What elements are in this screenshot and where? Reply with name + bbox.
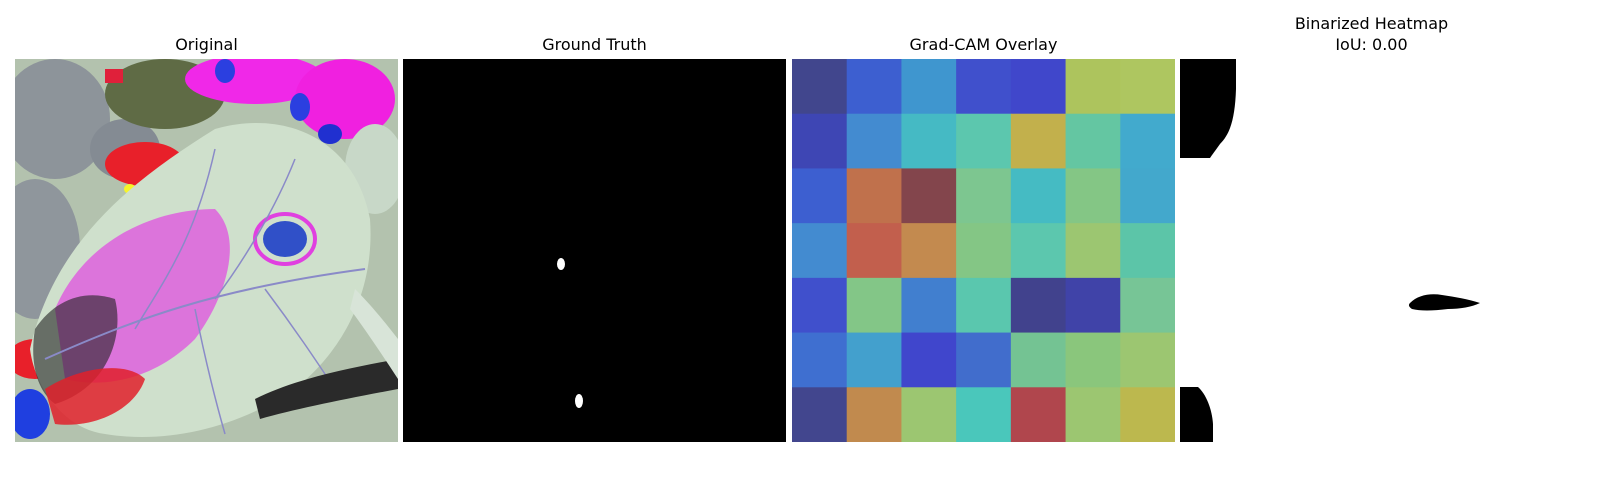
heatmap-cell (901, 113, 957, 170)
heatmap-cell (1065, 168, 1121, 224)
heatmap-cell (1010, 113, 1067, 170)
heatmap-cell (1065, 277, 1121, 334)
original-image (15, 59, 398, 442)
mask-blob (575, 394, 583, 408)
heatmap-cell (956, 59, 1012, 115)
heatmap-cell (1065, 332, 1121, 388)
heatmap-cell (1010, 277, 1067, 334)
gradcam-title: Grad-CAM Overlay (909, 35, 1058, 54)
heatmap-cell (956, 168, 1012, 224)
heatmap-cell (901, 59, 957, 115)
heatmap-cell (901, 332, 957, 388)
heatmap-cell (901, 277, 957, 334)
heatmap-cell (1120, 332, 1175, 388)
heatmap-cell (1120, 387, 1175, 442)
heatmap-cell (792, 387, 848, 442)
heatmap-cell (956, 113, 1012, 170)
heatmap-cell (1010, 332, 1067, 388)
heatmap-cell (846, 59, 903, 115)
gradcam-overlay (792, 59, 1175, 442)
mask-blob (1180, 59, 1236, 158)
heatmap-cell (792, 277, 848, 334)
heatmap-cell (846, 168, 903, 224)
heatmap-cell (1010, 168, 1067, 224)
heatmap-cell (1120, 168, 1175, 224)
mask-blob (1408, 294, 1480, 311)
iou-label: IoU: 0.00 (1335, 35, 1408, 54)
mask-blob (1180, 387, 1213, 442)
heatmap-cell (1010, 59, 1067, 115)
heatmap-cell (846, 332, 903, 388)
heatmap-cell (956, 223, 1012, 279)
heatmap-cell (792, 168, 848, 224)
heatmap-cell (1010, 223, 1067, 279)
binarized-heatmap (1180, 59, 1563, 442)
heatmap-cell (1120, 113, 1175, 170)
heatmap-cell (901, 223, 957, 279)
heatmap-cell (792, 223, 848, 279)
original-title: Original (175, 35, 238, 54)
heatmap-cell (846, 387, 903, 442)
heatmap-cell (1010, 387, 1067, 442)
heatmap-cell (792, 59, 848, 115)
ground-truth-title: Ground Truth (542, 35, 647, 54)
heatmap-cell (901, 168, 957, 224)
heatmap-cell (956, 277, 1012, 334)
heatmap-cell (792, 113, 848, 170)
binarized-title: Binarized Heatmap IoU: 0.00 (1180, 13, 1563, 55)
ground-truth-mask (403, 59, 786, 442)
heatmap-cell (956, 387, 1012, 442)
heatmap-cell (792, 332, 848, 388)
heatmap-cell (1120, 223, 1175, 279)
heatmap-cell (1065, 59, 1121, 115)
heatmap-cell (846, 113, 903, 170)
heatmap-cell (846, 277, 903, 334)
heatmap-cell (846, 223, 903, 279)
heatmap-cell (1065, 113, 1121, 170)
heatmap-cell (1120, 59, 1175, 115)
binarized-title-line1: Binarized Heatmap (1294, 14, 1449, 33)
heatmap-cell (901, 387, 957, 442)
heatmap-cell (1120, 277, 1175, 334)
mask-blob (557, 258, 565, 270)
heatmap-cell (956, 332, 1012, 388)
heatmap-cell (1065, 387, 1121, 442)
heatmap-cell (1065, 223, 1121, 279)
